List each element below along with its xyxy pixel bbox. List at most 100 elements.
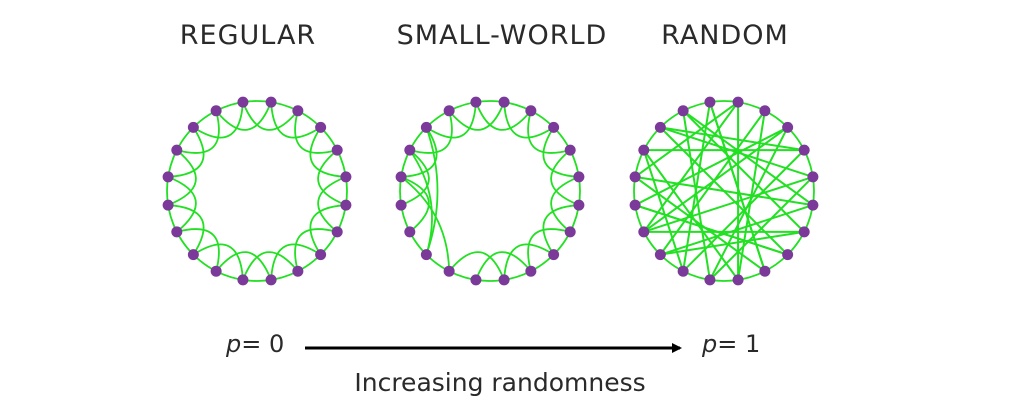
- edge: [550, 149, 580, 206]
- title-regular: REGULAR: [179, 20, 317, 51]
- edge: [176, 110, 220, 154]
- node: [331, 144, 343, 156]
- ring-edge: [633, 100, 815, 282]
- edge: [425, 102, 477, 139]
- edge: [709, 126, 789, 281]
- edge: [317, 176, 347, 233]
- edge: [168, 204, 205, 256]
- edge: [167, 176, 197, 233]
- edge: [643, 126, 789, 233]
- edge: [634, 101, 739, 178]
- edge: [660, 126, 805, 152]
- edge: [660, 230, 805, 256]
- node: [732, 96, 744, 108]
- p-end-variable: p: [702, 330, 718, 358]
- edge: [475, 101, 532, 131]
- node: [782, 121, 794, 133]
- node: [162, 199, 174, 211]
- node: [292, 265, 304, 277]
- edge: [634, 126, 789, 206]
- node: [654, 249, 666, 261]
- edge: [168, 126, 205, 178]
- node: [573, 199, 585, 211]
- title-small-world: SMALL-WORLD: [396, 20, 608, 51]
- edge: [448, 101, 505, 131]
- node: [395, 199, 407, 211]
- edge: [192, 102, 244, 139]
- edge: [634, 176, 766, 272]
- regular-graph: [162, 96, 352, 286]
- edge: [400, 176, 430, 233]
- edge: [309, 204, 346, 256]
- edge: [682, 101, 711, 272]
- node: [340, 171, 352, 183]
- node: [292, 105, 304, 117]
- node: [525, 105, 537, 117]
- edge: [242, 251, 299, 281]
- edge: [527, 228, 571, 272]
- title-random: RANDOM: [661, 20, 789, 51]
- node: [395, 171, 407, 183]
- node: [677, 105, 689, 117]
- node: [807, 171, 819, 183]
- edge: [215, 251, 272, 281]
- node: [564, 144, 576, 156]
- edge: [270, 102, 322, 139]
- increasing-randomness-caption: Increasing randomness: [354, 368, 646, 397]
- edge: [660, 126, 814, 178]
- edge: [270, 243, 322, 280]
- edge: [503, 102, 555, 139]
- edge: [682, 149, 805, 272]
- node: [315, 121, 327, 133]
- edge: [475, 251, 532, 281]
- edge: [660, 204, 814, 256]
- node: [470, 96, 482, 108]
- node: [573, 171, 585, 183]
- edge: [708, 101, 766, 272]
- node: [443, 265, 455, 277]
- edge: [400, 149, 430, 206]
- node: [732, 274, 744, 286]
- node: [498, 274, 510, 286]
- node: [187, 121, 199, 133]
- node: [210, 265, 222, 277]
- edge: [527, 110, 571, 154]
- node: [420, 121, 432, 133]
- p-start-label: p= 0: [226, 330, 284, 358]
- node: [807, 199, 819, 211]
- node: [162, 171, 174, 183]
- edge: [294, 110, 338, 154]
- node: [210, 105, 222, 117]
- node: [548, 121, 560, 133]
- edge: [400, 176, 451, 272]
- node: [654, 121, 666, 133]
- node: [315, 249, 327, 261]
- node: [638, 226, 650, 238]
- p-start-variable: p: [226, 330, 242, 358]
- node: [548, 249, 560, 261]
- node: [420, 249, 432, 261]
- node: [677, 265, 689, 277]
- node: [629, 171, 641, 183]
- edge: [542, 126, 579, 178]
- node: [564, 226, 576, 238]
- edge: [634, 204, 788, 256]
- node: [171, 144, 183, 156]
- edge: [643, 175, 814, 233]
- node: [704, 274, 716, 286]
- edge: [176, 228, 220, 272]
- node: [798, 144, 810, 156]
- edge: [737, 110, 766, 281]
- edge: [682, 110, 805, 233]
- node: [782, 249, 794, 261]
- random-graph: [629, 96, 819, 286]
- edge: [448, 251, 505, 281]
- node: [443, 105, 455, 117]
- node: [759, 105, 771, 117]
- node: [237, 274, 249, 286]
- node: [265, 274, 277, 286]
- node: [498, 96, 510, 108]
- p-start-value: = 0: [241, 330, 285, 358]
- node: [638, 144, 650, 156]
